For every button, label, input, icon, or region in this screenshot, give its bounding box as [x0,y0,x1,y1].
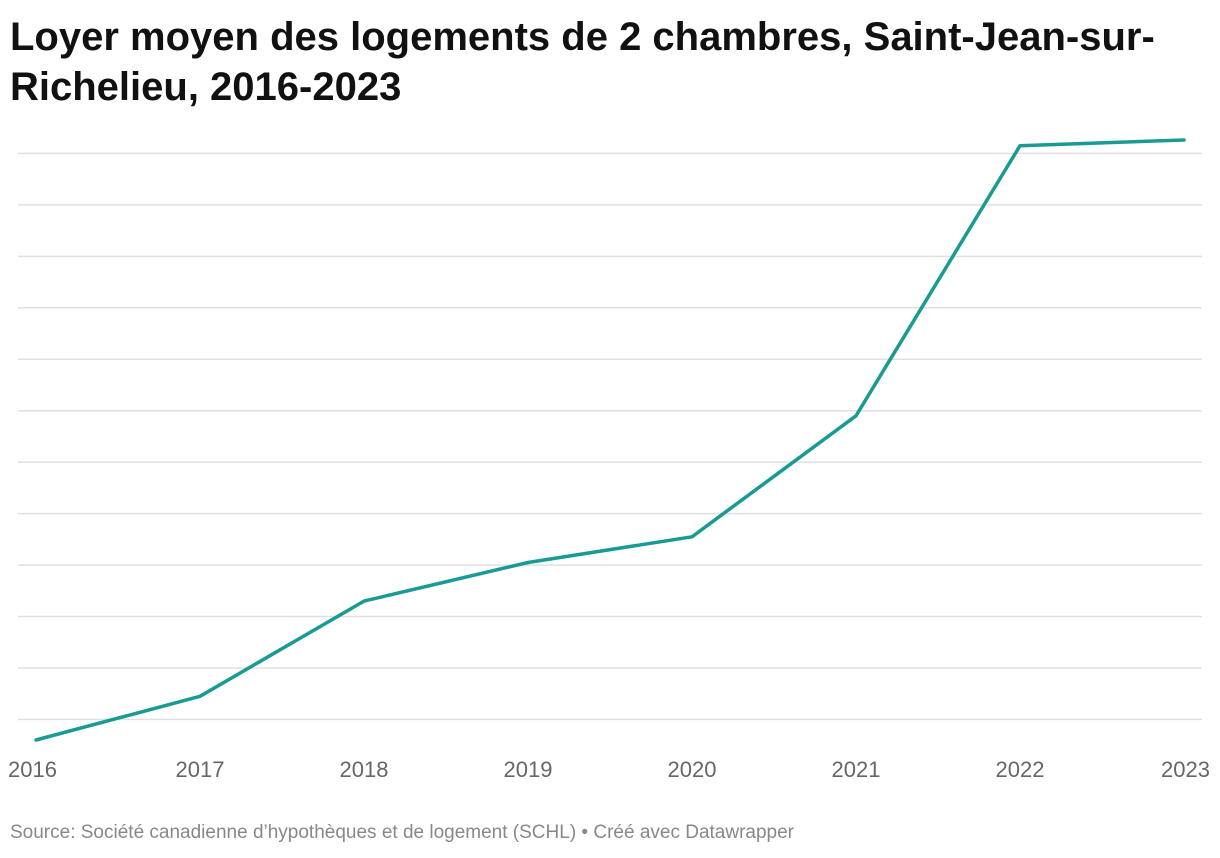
x-tick-label: 2016 [8,757,57,782]
series-line [34,138,1186,742]
gridlines [18,152,1202,721]
source-note: Source: Société canadienne d’hypothèques… [10,822,794,844]
x-axis-ticks: 2016 2017 2018 2019 2020 2021 2022 2023 [8,757,1210,782]
line-chart: 2016 2017 2018 2019 2020 2021 2022 2023 [8,138,1210,782]
footer-separator: • [576,822,594,843]
x-tick-label: 2021 [832,757,881,782]
x-tick-label: 2018 [340,757,389,782]
chart-title: Loyer moyen des logements de 2 chambres,… [10,15,1155,109]
datawrapper-credit[interactable]: Créé avec Datawrapper [593,822,795,843]
x-tick-label: 2020 [668,757,717,782]
source-text: Source: Société canadienne d’hypothèques… [10,822,577,843]
x-tick-label: 2017 [176,757,225,782]
x-tick-label: 2019 [504,757,553,782]
x-tick-label: 2022 [996,757,1045,782]
x-tick-label: 2023 [1161,757,1210,782]
